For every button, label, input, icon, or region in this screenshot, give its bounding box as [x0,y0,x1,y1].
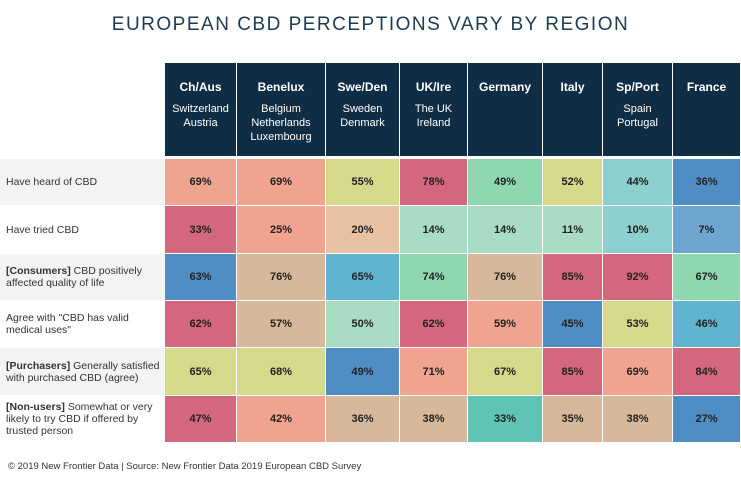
column-code: Ch/Aus [179,80,222,94]
row-label-body: Have tried CBD [6,223,79,236]
column-countries: Sweden Denmark [340,103,385,129]
row-label-body: Somewhat or very likely to try CBD if of… [6,401,153,437]
row-label-text: Have heard of CBD [6,176,97,188]
value-cell: 65% [326,254,399,300]
column-countries: Belgium Netherlands Luxembourg [250,103,312,143]
column-header-2: Swe/Den Sweden Denmark [326,63,399,156]
column-countries: The UK Ireland [414,103,453,129]
row-label-prefix: [Purchasers] [6,359,71,372]
value-cell: 92% [603,254,672,300]
value-cell: 14% [400,206,467,253]
column-code: France [686,80,727,94]
value-cell: 71% [400,348,467,395]
value-cell: 33% [468,396,542,442]
value-cell: 27% [673,396,740,442]
row-label-body: CBD positively affected quality of life [6,265,142,289]
row-label-2: [Consumers] CBD positively affected qual… [0,254,164,300]
value-cell: 76% [468,254,542,300]
column-code: Benelux [257,80,305,94]
value-cell: 42% [237,396,325,442]
row-label-1: Have tried CBD [0,206,164,253]
value-cell: 59% [468,301,542,347]
value-cell: 67% [468,348,542,395]
value-cell: 14% [468,206,542,253]
column-code: Sp/Port [616,80,659,94]
column-code: Italy [560,80,585,94]
chart-title: EUROPEAN CBD PERCEPTIONS VARY BY REGION [111,14,630,35]
row-label-text: [Non-users] Somewhat or very likely to t… [6,401,164,437]
value-cell: 74% [400,254,467,300]
perceptions-table: Ch/Aus Switzerland Austria Benelux Belgium … [0,63,741,442]
row-label-prefix: [Consumers] [6,265,71,277]
value-cell: 25% [237,206,325,253]
value-cell: 65% [165,348,236,395]
value-cell: 69% [165,159,236,205]
column-countries: Switzerland Austria [172,103,229,129]
value-cell: 36% [326,396,399,442]
column-header-0: Ch/Aus Switzerland Austria [165,63,236,156]
value-cell: 67% [673,254,740,300]
value-cell: 49% [326,348,399,395]
value-cell: 57% [237,301,325,347]
row-label-body: Agree with "CBD has valid medical uses" [6,312,129,336]
value-cell: 68% [237,348,325,395]
value-cell: 35% [543,396,602,442]
value-cell: 69% [603,348,672,395]
value-cell: 7% [673,206,740,253]
source-footer: © 2019 New Frontier Data | Source: New F… [8,461,362,472]
value-cell: 53% [603,301,672,347]
value-cell: 38% [400,396,467,442]
column-code: Swe/Den [337,80,388,94]
value-cell: 62% [165,301,236,347]
column-header-4: Germany [468,63,542,156]
value-cell: 62% [400,301,467,347]
value-cell: 10% [603,206,672,253]
value-cell: 20% [326,206,399,253]
column-code: UK/Ire [415,80,452,94]
value-cell: 44% [603,159,672,205]
column-header-5: Italy [543,63,602,156]
value-cell: 63% [165,254,236,300]
value-cell: 85% [543,254,602,300]
row-label-body: Generally satisfied with purchased CBD (… [6,359,160,384]
row-label-text: [Purchasers] Generally satisfied with pu… [6,360,164,384]
row-label-text: Have tried CBD [6,224,79,236]
value-cell: 45% [543,301,602,347]
value-cell: 49% [468,159,542,205]
column-code: Germany [478,80,532,94]
value-cell: 76% [237,254,325,300]
value-cell: 52% [543,159,602,205]
row-label-0: Have heard of CBD [0,159,164,205]
value-cell: 55% [326,159,399,205]
row-label-body: Have heard of CBD [6,176,98,188]
column-countries: Spain Portugal [617,103,658,129]
value-cell: 38% [603,396,672,442]
value-cell: 47% [165,396,236,442]
row-label-text: Agree with "CBD has valid medical uses" [6,312,164,336]
value-cell: 46% [673,301,740,347]
row-label-5: [Non-users] Somewhat or very likely to t… [0,396,164,442]
value-cell: 33% [165,206,236,253]
column-header-7: France [673,63,740,156]
row-label-4: [Purchasers] Generally satisfied with pu… [0,348,164,395]
value-cell: 11% [543,206,602,253]
value-cell: 36% [673,159,740,205]
column-header-1: Benelux Belgium Netherlands Luxembourg [237,63,325,156]
row-label-3: Agree with "CBD has valid medical uses" [0,301,164,347]
row-label-text: [Consumers] CBD positively affected qual… [6,265,164,289]
value-cell: 84% [673,348,740,395]
value-cell: 78% [400,159,467,205]
column-header-3: UK/Ire The UK Ireland [400,63,467,156]
value-cell: 69% [237,159,325,205]
column-header-6: Sp/Port Spain Portugal [603,63,672,156]
value-cell: 50% [326,301,399,347]
row-label-prefix: [Non-users] [6,401,65,413]
value-cell: 85% [543,348,602,395]
